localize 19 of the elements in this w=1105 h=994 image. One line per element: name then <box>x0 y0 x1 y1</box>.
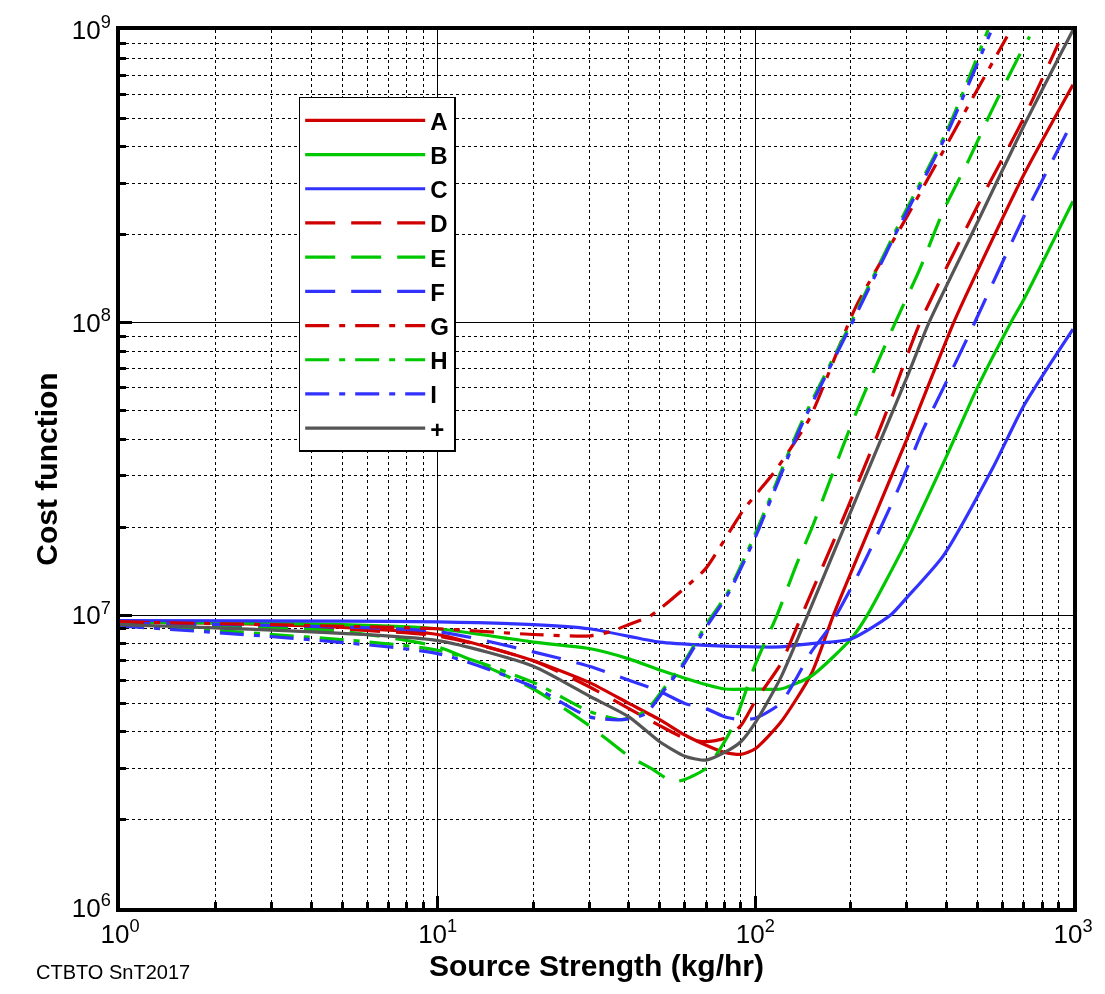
legend-label: I <box>430 381 437 409</box>
y-axis-title: Cost function <box>30 372 64 566</box>
legend-label: A <box>430 107 448 135</box>
x-tick-label: 10$^{2}$ <box>735 916 775 950</box>
x-tick-label: 10$^{1}$ <box>418 916 458 950</box>
y-tick-label: 10$^{8}$ <box>71 304 111 338</box>
legend-label: D <box>430 210 448 238</box>
x-axis-title: Source Strength (kg/hr) <box>428 949 765 983</box>
legend-label: C <box>430 176 448 204</box>
y-tick-label: 10$^{7}$ <box>71 597 111 631</box>
x-tick-label: 10$^{3}$ <box>1053 916 1093 950</box>
legend-label: + <box>430 415 445 443</box>
legend-label: B <box>430 141 448 169</box>
legend-label: G <box>430 312 449 340</box>
text: CTBTO SnT2017 <box>36 961 191 983</box>
legend-label: F <box>430 278 445 306</box>
legend-label: E <box>430 244 447 272</box>
y-tick-label: 10$^{9}$ <box>71 12 111 46</box>
legend-label: H <box>430 347 448 375</box>
